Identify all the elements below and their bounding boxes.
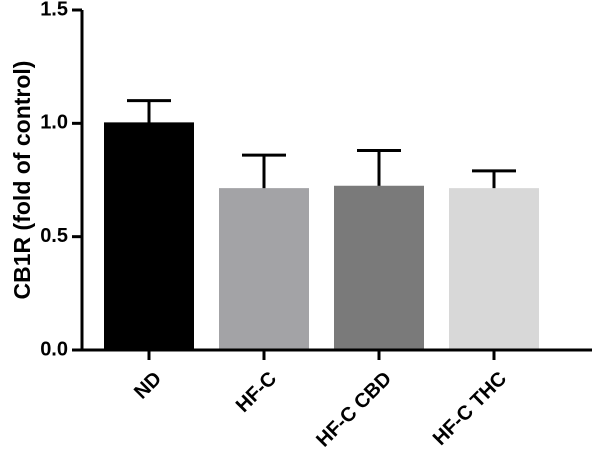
y-tick-label: 1.5: [40, 0, 68, 20]
bar-group: [219, 153, 309, 350]
x-category-label: HF-C CBD: [312, 368, 396, 452]
x-category-label: HF-C THC: [429, 368, 511, 450]
bar: [104, 123, 194, 350]
y-tick-label: 0.0: [40, 338, 68, 360]
bar-group: [104, 99, 194, 350]
bar: [219, 189, 309, 350]
bar-group: [449, 169, 539, 350]
bar: [449, 189, 539, 350]
x-axis: ND HF-C HF-C CBD HF-C THC: [80, 348, 592, 452]
y-tick-label: 0.5: [40, 225, 68, 247]
y-axis: 0.0 0.5 1.0 1.5: [40, 0, 84, 360]
bar-group: [334, 149, 424, 350]
y-axis-title: CB1R (fold of control): [9, 61, 35, 300]
bar: [334, 186, 424, 350]
x-category-label: HF-C: [232, 368, 281, 417]
y-tick-label: 1.0: [40, 112, 68, 134]
x-category-label: ND: [130, 368, 166, 404]
bars: [104, 99, 539, 350]
